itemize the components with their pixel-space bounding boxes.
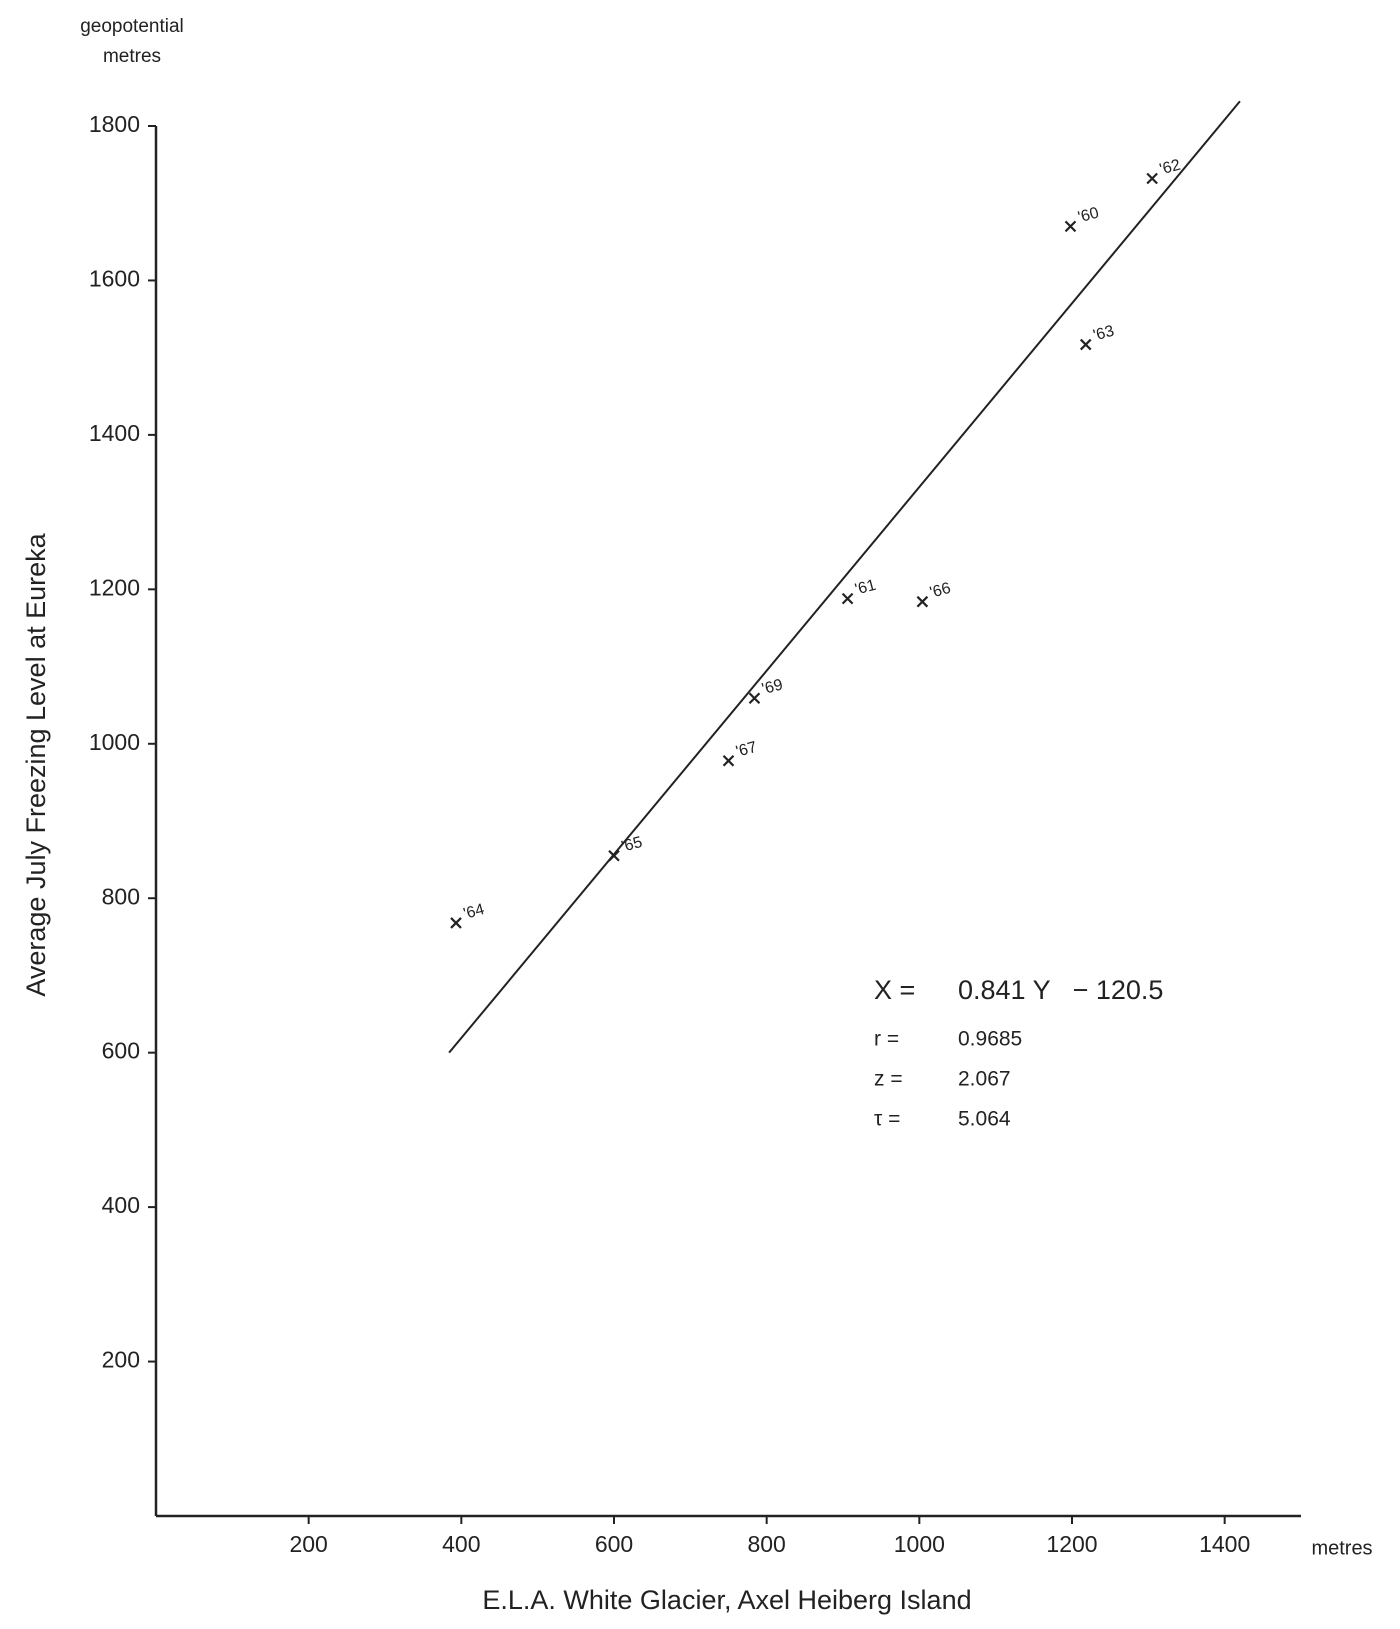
- x-axis-label: E.L.A. White Glacier, Axel Heiberg Islan…: [482, 1585, 971, 1615]
- point-label: '61: [853, 577, 878, 599]
- annotation-text: 0.841 Y − 120.5: [958, 975, 1163, 1005]
- x-tick-label: 1000: [894, 1531, 945, 1557]
- point-label: '63: [1091, 323, 1116, 345]
- y-tick-label: 1200: [89, 574, 140, 600]
- y-tick-label: 600: [102, 1038, 140, 1064]
- x-tick-label: 400: [442, 1531, 480, 1557]
- x-tick-label: 200: [289, 1531, 327, 1557]
- x-tick-label: 1200: [1046, 1531, 1097, 1557]
- point: [1079, 338, 1092, 351]
- x-tick-label: 600: [595, 1531, 633, 1557]
- point-label: '65: [620, 834, 645, 856]
- point-label: '69: [760, 676, 785, 698]
- point: [1064, 220, 1077, 233]
- point: [841, 592, 854, 605]
- fit-line: [448, 100, 1241, 1054]
- x-tick-label: 800: [747, 1531, 785, 1557]
- annotation-label: τ =: [874, 1108, 900, 1131]
- point: [608, 849, 620, 862]
- annotation-text: 0.9685: [958, 1028, 1022, 1051]
- y-tick-label: 800: [102, 883, 140, 909]
- point: [1146, 172, 1158, 185]
- x-tick-label: 1400: [1199, 1531, 1250, 1557]
- annotation-text: 2.067: [958, 1068, 1011, 1091]
- y-tick-label: 1600: [89, 266, 140, 292]
- y-unit-label: geopotential: [80, 16, 184, 37]
- point-label: '60: [1076, 204, 1101, 226]
- y-tick-label: 1800: [89, 111, 140, 137]
- point: [722, 754, 735, 767]
- point: [450, 917, 462, 929]
- x-unit-label: metres: [1311, 1537, 1372, 1559]
- annotation-label: r =: [874, 1028, 899, 1051]
- point: [748, 692, 761, 704]
- point: [916, 595, 929, 608]
- annotation-label: z =: [874, 1068, 903, 1091]
- point-label: '64: [462, 901, 487, 923]
- point-label: '67: [734, 739, 759, 761]
- annotation-text: 5.064: [958, 1108, 1011, 1131]
- y-tick-label: 1400: [89, 420, 140, 446]
- y-tick-label: 200: [102, 1347, 140, 1373]
- y-tick-label: 400: [102, 1192, 140, 1218]
- y-tick-label: 1000: [89, 729, 140, 755]
- y-unit-label: metres: [103, 46, 161, 67]
- y-axis-label: Average July Freezing Level at Eureka: [21, 532, 51, 996]
- annotation-label: X =: [874, 975, 915, 1005]
- point-label: '62: [1158, 157, 1183, 179]
- point-label: '66: [928, 580, 953, 602]
